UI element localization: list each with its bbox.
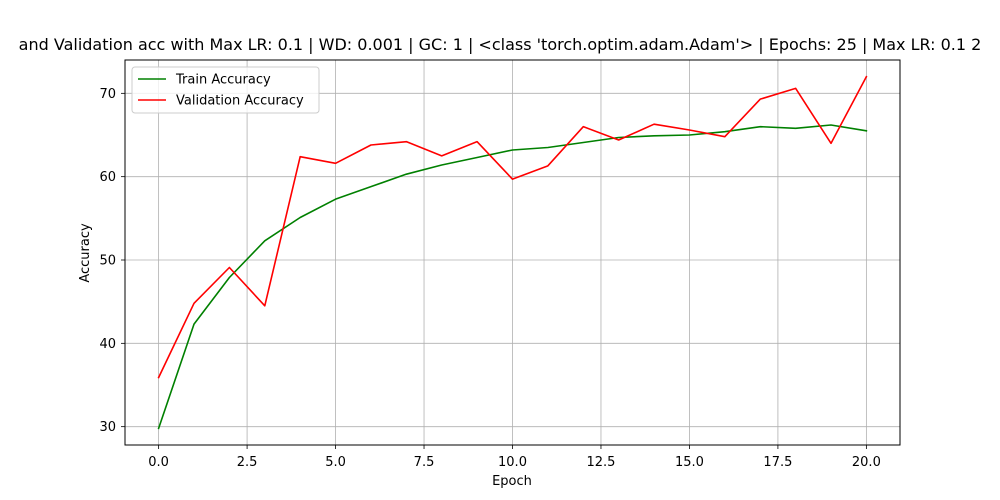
grid-layer [125, 60, 900, 445]
series-line-train-accuracy [157, 124, 868, 430]
x-tick-label: 7.5 [414, 455, 435, 470]
y-axis-label: Accuracy [78, 223, 93, 283]
x-tick-label: 5.0 [325, 455, 346, 470]
x-tick-label: 20.0 [852, 455, 881, 470]
y-tick-label: 70 [99, 87, 116, 102]
y-tick-label: 30 [99, 420, 116, 435]
legend-label: Validation Accuracy [176, 94, 304, 109]
y-tick-label: 50 [99, 254, 116, 269]
lines-layer [157, 75, 868, 430]
y-tick-label: 60 [99, 170, 116, 185]
x-axis-label: Epoch [492, 474, 532, 489]
series-line-validation-accuracy [157, 75, 868, 379]
x-tick-label: 10.0 [498, 455, 527, 470]
ticks-layer: 0.0 2.5 5.0 7.5 10.0 12.5 15.0 17.5 20.0 30 40 50 60… [99, 87, 880, 470]
y-tick-label: 40 [99, 337, 116, 352]
x-tick-label: 15.0 [675, 455, 704, 470]
x-tick-label: 12.5 [586, 455, 615, 470]
legend-box [131, 66, 320, 114]
chart-title: and Validation acc with Max LR: 0.1 | WD… [19, 35, 982, 54]
x-tick-label: 17.5 [763, 455, 792, 470]
x-tick-label: 2.5 [237, 455, 258, 470]
legend: Train Accuracy Validation Accuracy [131, 66, 320, 114]
legend-label: Train Accuracy [175, 73, 271, 88]
x-tick-label: 0.0 [148, 455, 169, 470]
